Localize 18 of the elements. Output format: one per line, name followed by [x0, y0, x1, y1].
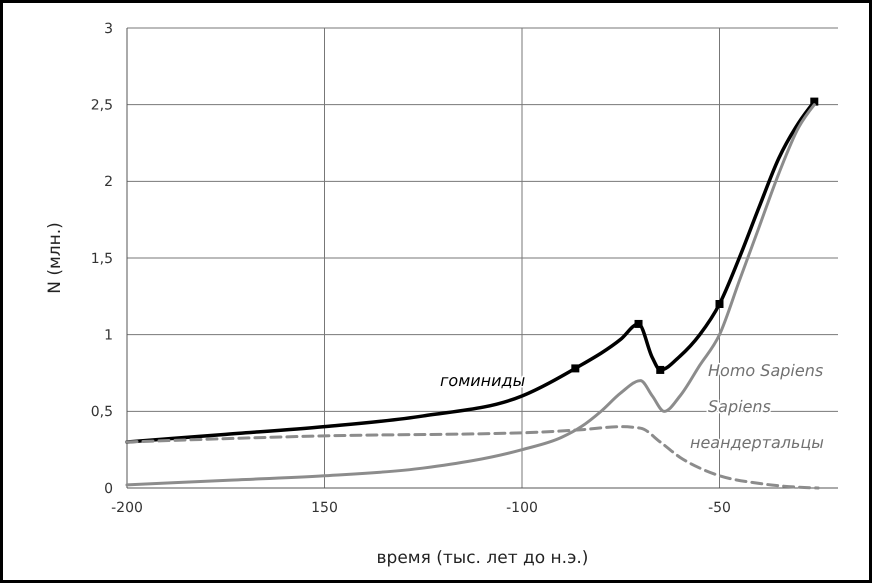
point [571, 364, 580, 372]
x-tick-label: -100 [506, 500, 538, 516]
x-tick-label: 150 [311, 500, 338, 516]
point [656, 366, 664, 374]
y-tick-label: 1,5 [90, 250, 113, 267]
y-tick-label: 0 [104, 480, 113, 497]
x-tick-label: -200 [111, 500, 143, 516]
point [716, 300, 724, 308]
x-axis-title: время (тыс. лет до н.э.) [376, 548, 588, 568]
y-tick-label: 3 [104, 20, 113, 37]
series-label: гоминиды [440, 371, 526, 390]
y-tick-label: 0,5 [90, 404, 113, 420]
point [634, 320, 643, 328]
y-tick-label: 1 [104, 328, 113, 344]
x-tick-label: -50 [708, 500, 731, 516]
y-axis-title: N (млн.) [45, 222, 65, 294]
y-tick-label: 2,5 [90, 98, 113, 114]
y-tick-label: 2 [104, 174, 113, 190]
